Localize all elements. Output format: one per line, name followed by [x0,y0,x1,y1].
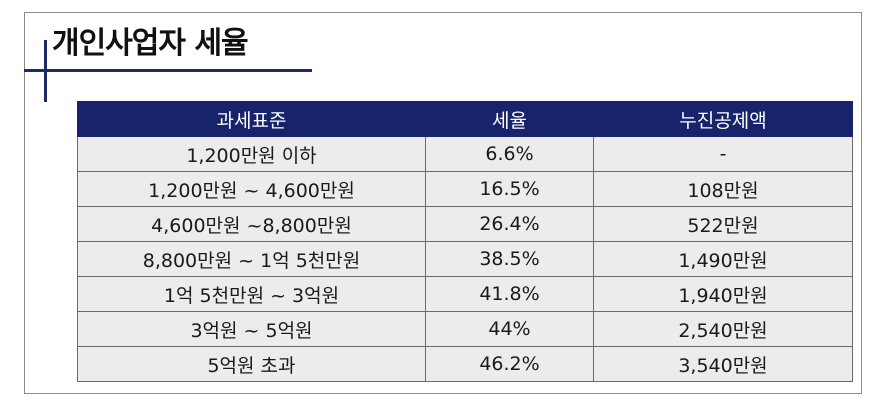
cell-tax-rate: 44% [425,311,594,347]
table-row: 1억 5천만원 ~ 3억원 41.8% 1,940만원 [77,276,853,312]
header-tax-base: 과세표준 [77,101,426,137]
cell-deduction: 522만원 [593,206,853,242]
cell-tax-base: 1억 5천만원 ~ 3억원 [77,276,426,312]
cell-deduction: 2,540만원 [593,311,853,347]
header-tax-rate: 세율 [425,101,594,137]
page-title: 개인사업자 세율 [52,26,249,61]
cell-tax-base: 4,600만원 ~8,800만원 [77,206,426,242]
table-header-row: 과세표준 세율 누진공제액 [77,101,853,137]
cell-tax-rate: 26.4% [425,206,594,242]
cell-deduction: 1,940만원 [593,276,853,312]
table-row: 5억원 초과 46.2% 3,540만원 [77,346,853,382]
cell-tax-rate: 41.8% [425,276,594,312]
table-row: 3억원 ~ 5억원 44% 2,540만원 [77,311,853,347]
cell-deduction: 1,490만원 [593,241,853,277]
table-row: 1,200만원 이하 6.6% - [77,136,853,172]
tax-rate-table: 과세표준 세율 누진공제액 1,200만원 이하 6.6% - 1,200만원 … [77,101,853,382]
cell-tax-rate: 38.5% [425,241,594,277]
cell-tax-rate: 16.5% [425,171,594,207]
header-progressive-deduction: 누진공제액 [593,101,853,137]
cell-deduction: 108만원 [593,171,853,207]
cell-deduction: - [593,136,853,172]
cell-tax-rate: 6.6% [425,136,594,172]
cell-tax-base: 3억원 ~ 5억원 [77,311,426,347]
table-row: 8,800만원 ~ 1억 5천만원 38.5% 1,490만원 [77,241,853,277]
cell-tax-base: 1,200만원 이하 [77,136,426,172]
cell-tax-base: 5억원 초과 [77,346,426,382]
title-accent-underline [24,69,312,72]
table-row: 1,200만원 ~ 4,600만원 16.5% 108만원 [77,171,853,207]
cell-tax-base: 8,800만원 ~ 1억 5천만원 [77,241,426,277]
table-row: 4,600만원 ~8,800만원 26.4% 522만원 [77,206,853,242]
cell-deduction: 3,540만원 [593,346,853,382]
cell-tax-base: 1,200만원 ~ 4,600만원 [77,171,426,207]
cell-tax-rate: 46.2% [425,346,594,382]
